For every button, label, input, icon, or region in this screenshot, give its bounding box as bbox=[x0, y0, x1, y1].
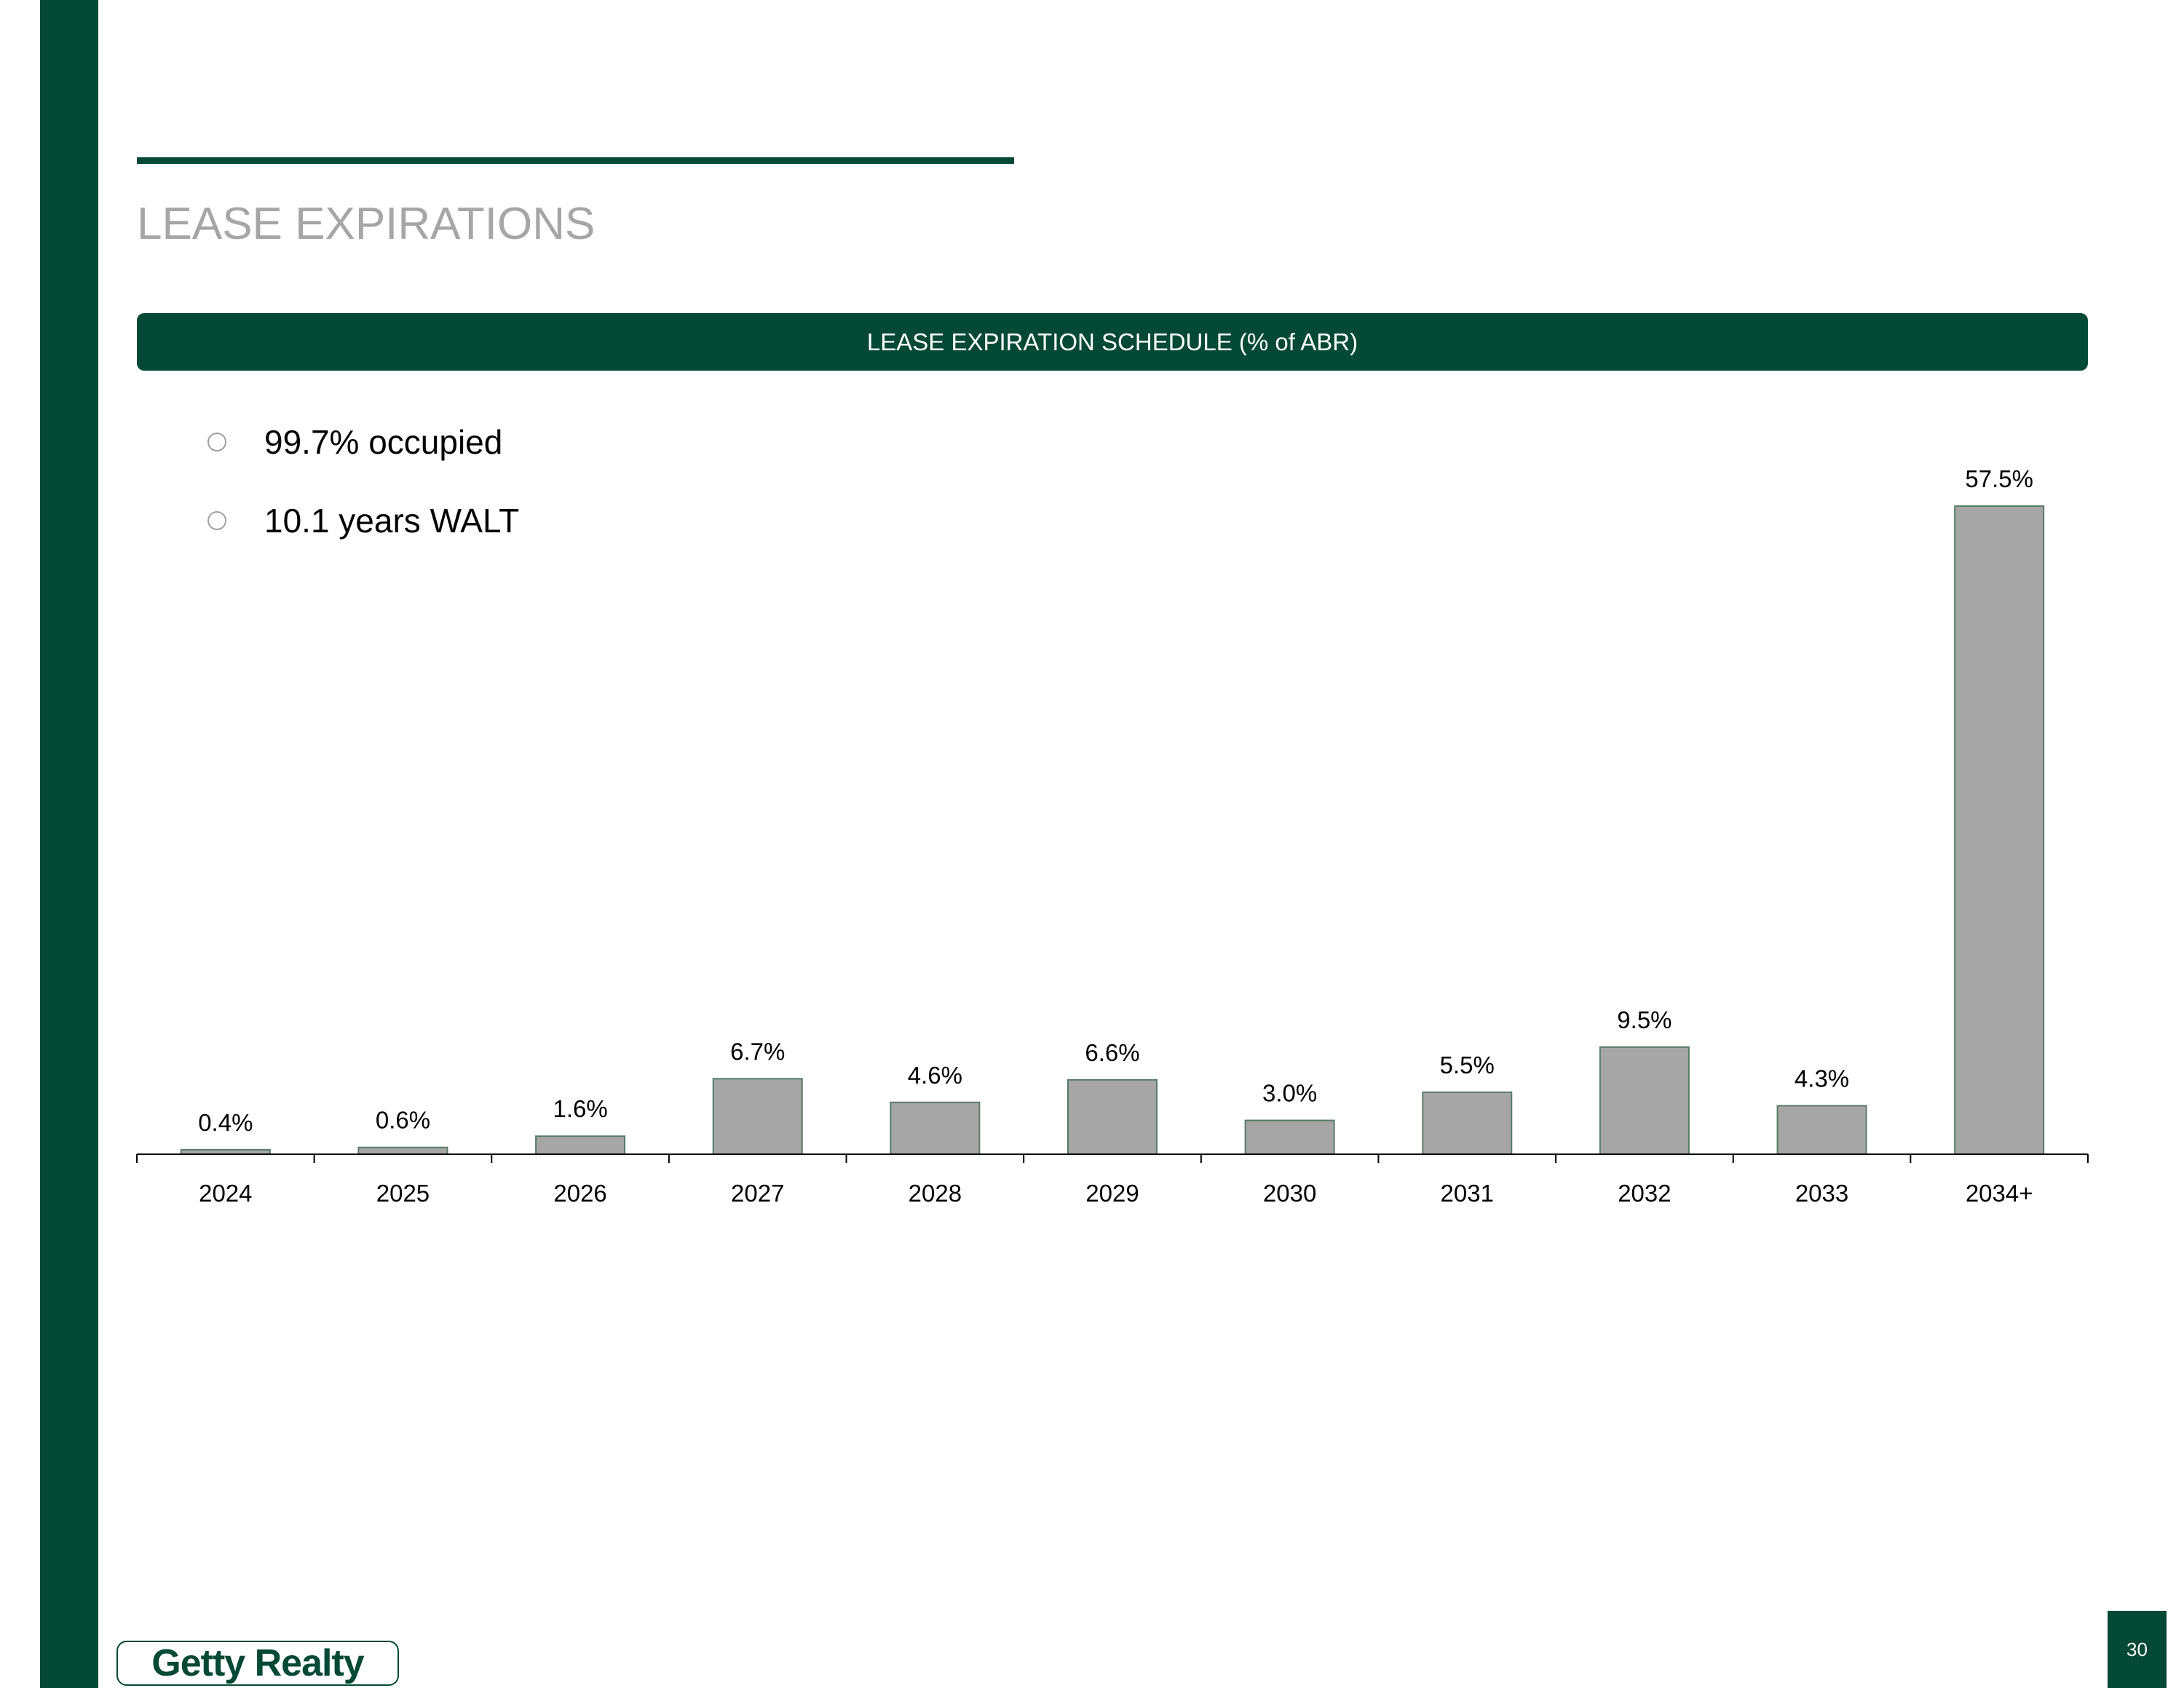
x-tick-label: 2034+ bbox=[1966, 1180, 2033, 1207]
bar-2029 bbox=[1067, 1078, 1158, 1156]
page-number: 30 bbox=[2126, 1638, 2148, 1660]
data-label: 0.4% bbox=[198, 1109, 253, 1136]
bar-2025 bbox=[357, 1146, 448, 1155]
bullet-walt: 10.1 years WALT bbox=[207, 501, 519, 540]
data-label: 3.0% bbox=[1262, 1080, 1317, 1107]
bar-2030 bbox=[1244, 1119, 1335, 1155]
x-tick-label: 2032 bbox=[1618, 1180, 1671, 1207]
bar-2028 bbox=[890, 1101, 981, 1156]
getty-realty-logo: Getty Realty bbox=[116, 1641, 399, 1686]
bar-2033 bbox=[1776, 1105, 1867, 1155]
page-number-box: 30 bbox=[2108, 1611, 2167, 1688]
logo-text: Getty Realty bbox=[151, 1642, 364, 1684]
bar-2031 bbox=[1422, 1091, 1513, 1155]
data-label: 0.6% bbox=[376, 1107, 430, 1134]
x-tick-label: 2030 bbox=[1263, 1180, 1316, 1207]
data-label: 9.5% bbox=[1617, 1006, 1671, 1033]
bullet-text: 10.1 years WALT bbox=[264, 502, 520, 540]
left-accent-bar bbox=[40, 0, 98, 1688]
page-title: LEASE EXPIRATIONS bbox=[137, 199, 596, 249]
x-tick-label: 2031 bbox=[1441, 1180, 1494, 1207]
chart-title: LEASE EXPIRATION SCHEDULE (% of ABR) bbox=[866, 328, 1358, 355]
x-tick-label: 2026 bbox=[553, 1180, 606, 1207]
bullet-text: 99.7% occupied bbox=[264, 423, 503, 461]
data-label: 1.6% bbox=[553, 1095, 607, 1122]
x-tick-label: 2025 bbox=[376, 1180, 430, 1207]
chart-header-band: LEASE EXPIRATION SCHEDULE (% of ABR) bbox=[137, 313, 2088, 371]
bar-2034+ bbox=[1954, 505, 2045, 1155]
circle-bullet-icon bbox=[207, 433, 226, 451]
bar-2027 bbox=[712, 1078, 803, 1155]
x-tick-label: 2027 bbox=[731, 1180, 784, 1207]
bar-2032 bbox=[1599, 1046, 1690, 1156]
x-tick-label: 2024 bbox=[199, 1180, 252, 1207]
data-label: 6.7% bbox=[730, 1038, 785, 1065]
bar-2026 bbox=[535, 1135, 626, 1155]
data-label: 57.5% bbox=[1965, 465, 2033, 492]
data-label: 4.6% bbox=[908, 1062, 962, 1089]
circle-bullet-icon bbox=[207, 511, 226, 530]
x-tick-label: 2029 bbox=[1085, 1180, 1139, 1207]
bullet-occupancy: 99.7% occupied bbox=[207, 422, 502, 462]
data-label: 5.5% bbox=[1440, 1052, 1495, 1078]
x-tick-label: 2033 bbox=[1795, 1180, 1848, 1207]
data-label: 4.3% bbox=[1795, 1065, 1849, 1092]
data-label: 6.6% bbox=[1085, 1039, 1139, 1066]
title-rule bbox=[137, 157, 1014, 164]
x-tick-label: 2028 bbox=[909, 1180, 962, 1207]
